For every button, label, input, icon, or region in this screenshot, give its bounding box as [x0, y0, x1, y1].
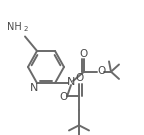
Text: O: O: [97, 66, 105, 76]
Text: N: N: [67, 77, 75, 87]
Text: N: N: [30, 82, 39, 92]
Text: O: O: [59, 92, 67, 102]
Text: 2: 2: [24, 26, 28, 32]
Text: O: O: [76, 73, 84, 83]
Text: O: O: [80, 49, 88, 59]
Text: NH: NH: [7, 22, 22, 32]
